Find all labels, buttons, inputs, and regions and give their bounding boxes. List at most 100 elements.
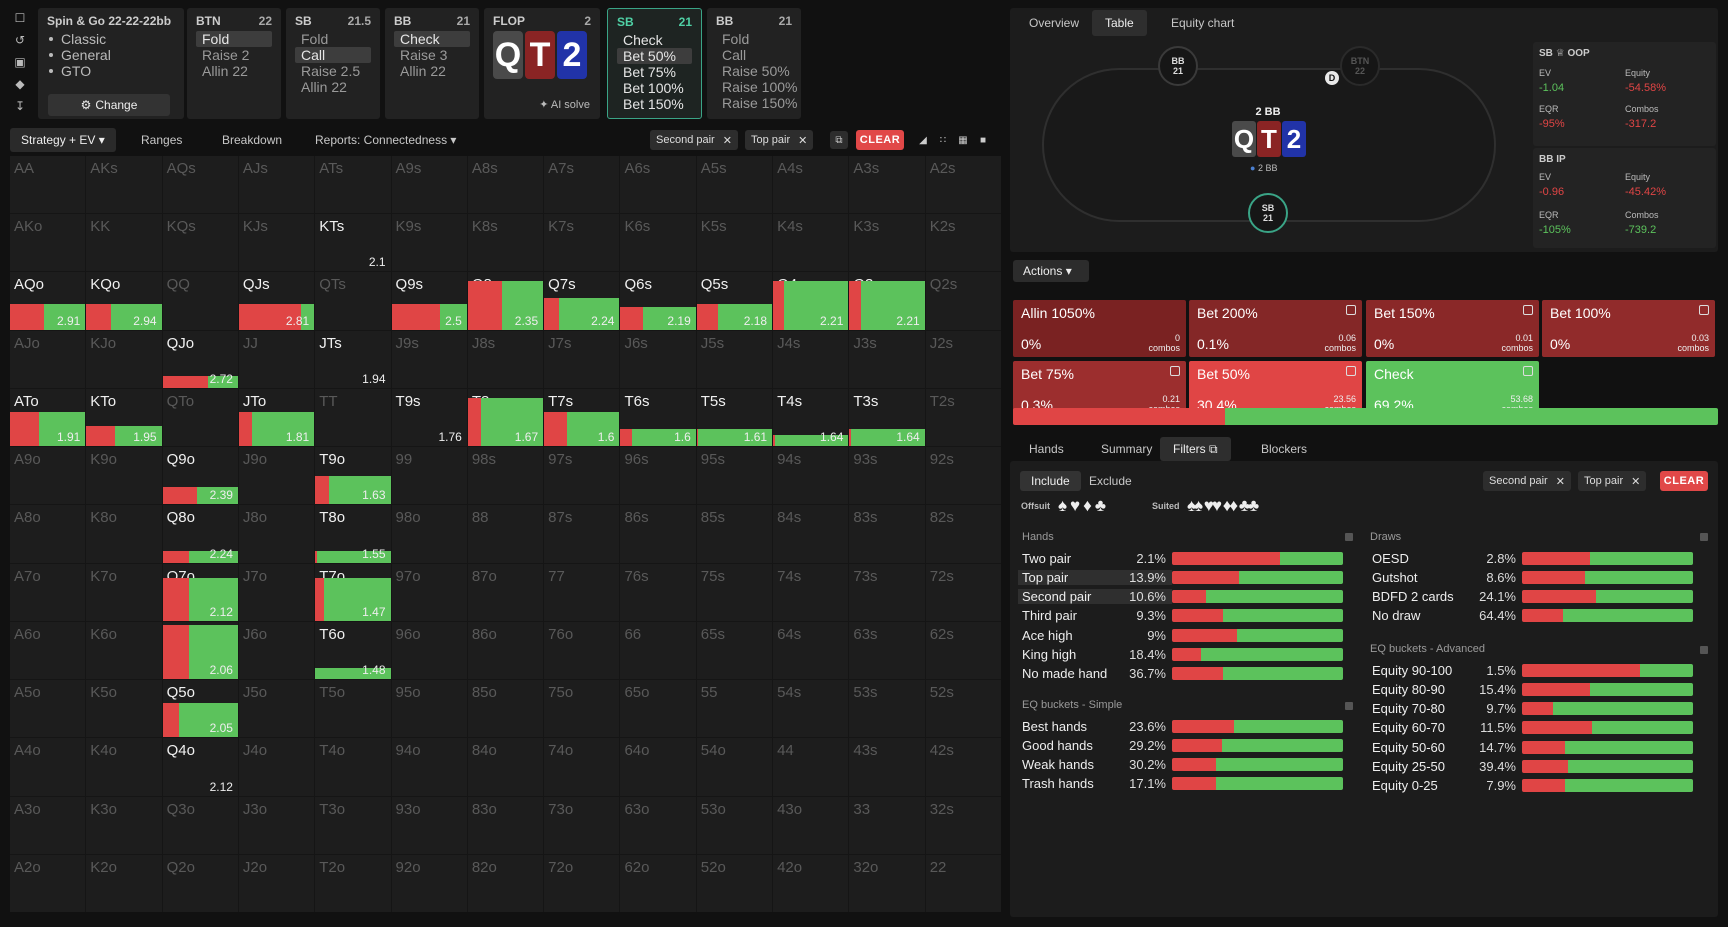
action-raise[interactable]: Raise 2 <box>202 47 250 63</box>
hand-cell[interactable]: K4s <box>773 214 849 272</box>
hand-cell[interactable]: J6s <box>620 330 696 388</box>
hand-cell[interactable]: KJo <box>86 330 162 388</box>
hand-cell[interactable]: Q2o <box>162 854 238 912</box>
action-raise[interactable]: Raise 100% <box>722 79 798 95</box>
tab-filters[interactable]: Filters ⧉ <box>1160 437 1231 461</box>
hand-cell[interactable]: 97o <box>391 563 467 621</box>
hand-cell[interactable]: AKs <box>86 156 162 214</box>
hand-cell[interactable]: 97s <box>544 447 620 505</box>
hand-cell[interactable]: 94s <box>773 447 849 505</box>
save-icon[interactable]: ▣ <box>14 54 26 69</box>
hand-cell[interactable]: K5o <box>86 680 162 738</box>
hand-cell[interactable]: 82s <box>925 505 1001 563</box>
action-call[interactable]: Call <box>722 47 747 63</box>
hand-cell[interactable]: J9o <box>238 447 315 505</box>
hand-cell[interactable]: A2o <box>10 854 86 912</box>
filter-row[interactable]: Equity 50-60 14.7% <box>1368 738 1693 756</box>
hand-cell[interactable]: AQs <box>162 156 238 214</box>
hand-cell[interactable]: J8o <box>238 505 315 563</box>
hand-cell[interactable]: T2s <box>925 388 1001 447</box>
hand-cell[interactable]: 99 <box>391 447 467 505</box>
hand-cell[interactable]: 92o <box>391 854 467 912</box>
hand-cell[interactable]: 62s <box>925 621 1001 680</box>
hand-cell[interactable]: KTs 2.1 <box>315 214 391 272</box>
hand-cell[interactable]: 84o <box>467 738 544 796</box>
hand-cell[interactable]: A6s <box>620 156 696 214</box>
action-check[interactable]: Check <box>623 32 663 48</box>
close-icon[interactable]: ✕ <box>1555 475 1565 488</box>
hand-cell[interactable]: K8o <box>86 505 162 563</box>
hand-cell[interactable]: K6o <box>86 621 162 680</box>
action-raise[interactable]: Raise 150% <box>722 95 798 111</box>
filter-row[interactable]: Two pair 2.1% <box>1018 549 1343 567</box>
hand-cell[interactable]: 82o <box>467 854 544 912</box>
exclude-toggle[interactable]: Exclude <box>1089 474 1132 488</box>
hand-cell[interactable]: T3s 1.64 <box>849 388 925 447</box>
hand-cell[interactable]: JJ <box>238 330 315 388</box>
hand-cell[interactable]: Q6s 2.19 <box>620 272 696 330</box>
hand-cell[interactable]: ATs <box>315 156 391 214</box>
hand-cell[interactable]: JTs 1.94 <box>315 330 391 388</box>
hand-cell[interactable]: Q8o 2.24 <box>162 505 238 563</box>
hand-cell[interactable]: K2s <box>925 214 1001 272</box>
hand-cell[interactable]: 85s <box>696 505 773 563</box>
hand-cell[interactable]: 32s <box>925 796 1001 854</box>
hand-cell[interactable]: K9o <box>86 447 162 505</box>
filter-row[interactable]: Equity 70-80 9.7% <box>1368 700 1693 718</box>
seat-btn[interactable]: BTN 22 <box>1340 46 1380 86</box>
actions-dropdown[interactable]: Actions ▾ <box>1013 260 1089 282</box>
hand-cell[interactable]: 76s <box>620 563 696 621</box>
filter-chip-second-pair[interactable]: Second pair ✕ <box>650 130 738 150</box>
hand-cell[interactable]: K4o <box>86 738 162 796</box>
hand-cell[interactable]: 62o <box>620 854 696 912</box>
hand-cell[interactable]: A4o <box>10 738 86 796</box>
details-icon[interactable] <box>1523 366 1533 376</box>
hand-cell[interactable]: 95s <box>696 447 773 505</box>
hand-cell[interactable]: 74s <box>773 563 849 621</box>
full-view-icon[interactable]: ■ <box>979 134 987 146</box>
filter-chip-top-pair[interactable]: Top pair ✕ <box>1578 471 1647 491</box>
details-icon[interactable] <box>1523 305 1533 315</box>
hand-cell[interactable]: T5o <box>315 680 391 738</box>
node-btn[interactable]: BTN 22 Fold Raise 2 Allin 22 <box>187 8 281 119</box>
hand-cell[interactable]: 53o <box>696 796 773 854</box>
hand-cell[interactable]: KK <box>86 214 162 272</box>
bookmark-icon[interactable]: ☐ <box>14 10 26 25</box>
hand-cell[interactable]: T9o 1.63 <box>315 447 391 505</box>
tab-breakdown[interactable]: Breakdown <box>222 133 283 147</box>
spade-pair-icon[interactable]: ♠♠ <box>1187 496 1203 515</box>
hand-cell[interactable]: A9o <box>10 447 86 505</box>
action-fold[interactable]: Fold <box>722 31 750 47</box>
hand-cell[interactable]: J4o <box>238 738 315 796</box>
hand-cell[interactable]: Q5o 2.05 <box>162 680 238 738</box>
hand-cell[interactable]: KQs <box>162 214 238 272</box>
hand-cell[interactable]: 75o <box>544 680 620 738</box>
hand-cell[interactable]: K3o <box>86 796 162 854</box>
hand-cell[interactable]: K9s <box>391 214 467 272</box>
filter-row[interactable]: Top pair 13.9% <box>1018 568 1343 586</box>
hand-cell[interactable]: Q3s2.21 <box>849 272 925 330</box>
filter-row[interactable]: Trash hands 17.1% <box>1018 775 1343 793</box>
hand-cell[interactable]: J5o <box>238 680 315 738</box>
hand-cell[interactable]: T8o 1.55 <box>315 505 391 563</box>
hand-cell[interactable]: 72o <box>544 854 620 912</box>
hand-cell[interactable]: AJs <box>238 156 315 214</box>
hand-cell[interactable]: K7o <box>86 563 162 621</box>
hand-cell[interactable]: KJs <box>238 214 315 272</box>
hand-cell[interactable]: J6o <box>238 621 315 680</box>
filter-row[interactable]: Equity 25-50 39.4% <box>1368 758 1693 776</box>
include-toggle[interactable]: Include <box>1020 471 1081 491</box>
filter-row[interactable]: Good hands 29.2% <box>1018 736 1343 754</box>
hand-cell[interactable]: 88 <box>467 505 544 563</box>
node-sb[interactable]: SB 21.5 Fold Call Raise 2.5 Allin 22 <box>286 8 380 119</box>
hand-cell[interactable]: AKo <box>10 214 86 272</box>
hand-cell[interactable]: 43s <box>849 738 925 796</box>
hand-cell[interactable]: KTo 1.95 <box>86 388 162 447</box>
change-button[interactable]: ⚙ Change <box>48 94 170 116</box>
hand-cell[interactable]: Q4s2.21 <box>773 272 849 330</box>
action-check[interactable]: Check <box>394 31 470 47</box>
action-allin[interactable]: Allin 22 <box>202 63 248 79</box>
details-icon[interactable] <box>1170 366 1180 376</box>
filter-row[interactable]: No draw 64.4% <box>1368 607 1693 625</box>
hand-cell[interactable]: T5s 1.61 <box>696 388 773 447</box>
